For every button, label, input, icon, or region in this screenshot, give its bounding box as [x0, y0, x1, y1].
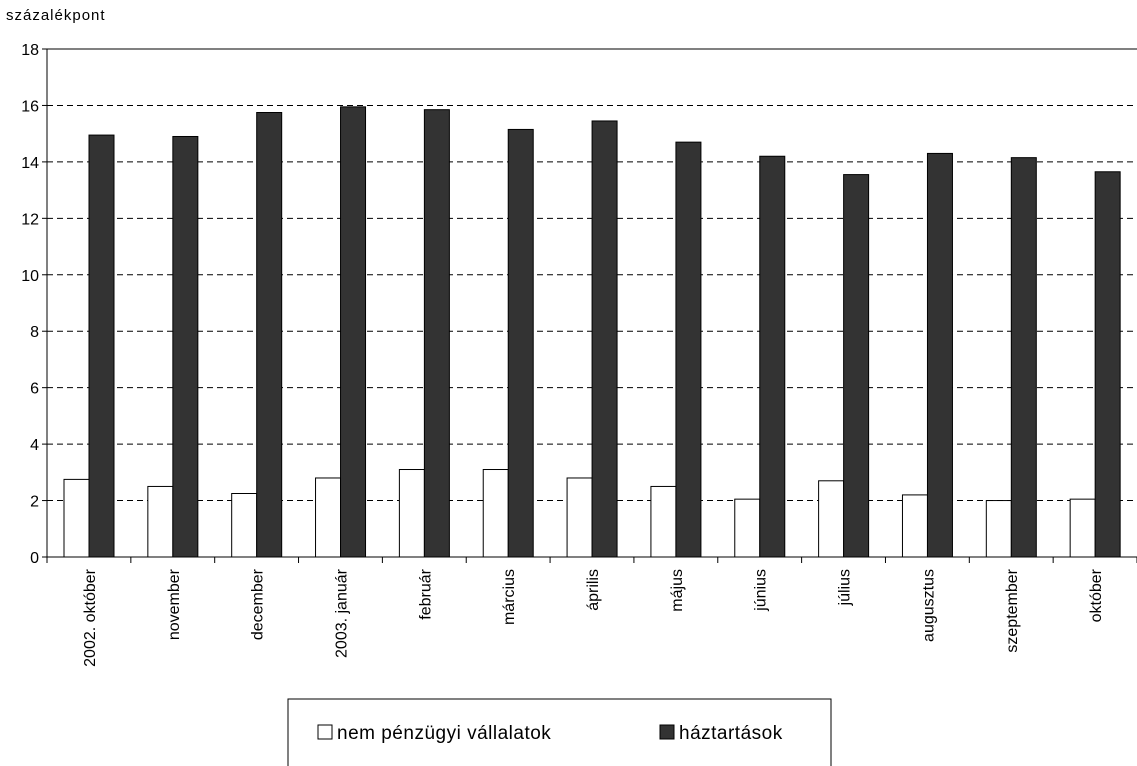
y-tick-label: 16 [21, 98, 39, 115]
bar-haztartasok [256, 112, 283, 558]
y-tick-label: 8 [30, 324, 39, 341]
y-tick-label: 10 [21, 268, 39, 285]
bar-nem-penzugyi-vallalatok [734, 498, 761, 558]
bar-nem-penzugyi-vallalatok [147, 485, 174, 558]
bar-nem-penzugyi-vallalatok [1069, 498, 1096, 558]
legend-label: nem pénzügyi vállalatok [337, 723, 551, 744]
bar-nem-penzugyi-vallalatok [818, 480, 845, 558]
y-axis-ticks: 0 2 4 6 8 10 12 14 16 18 [21, 42, 47, 567]
x-tick-label: február [417, 568, 434, 619]
bar-haztartasok [1010, 157, 1037, 558]
x-axis-ticks: 2002. október november december 2003. januá… [46, 557, 1137, 667]
unit-label: százalékpont [6, 7, 106, 24]
y-tick-label: 14 [21, 155, 39, 172]
x-tick-label: június [753, 569, 770, 612]
bar-nem-penzugyi-vallalatok [231, 493, 258, 558]
bar-nem-penzugyi-vallalatok [398, 469, 425, 558]
bar-nem-penzugyi-vallalatok [985, 500, 1012, 558]
x-tick-label: április [585, 569, 602, 611]
x-tick-label: 2003. január [333, 568, 350, 658]
bar-nem-penzugyi-vallalatok [482, 469, 509, 558]
y-tick-label: 12 [21, 211, 39, 228]
bar-haztartasok [88, 134, 115, 558]
x-tick-label: szeptember [1004, 568, 1021, 652]
bar-haztartasok [172, 135, 199, 558]
x-tick-label: március [501, 569, 518, 625]
bar-haztartasok [675, 141, 702, 558]
axes [42, 49, 1137, 558]
x-tick-label: október [1088, 568, 1105, 622]
x-tick-label: augusztus [920, 569, 937, 642]
bar-nem-penzugyi-vallalatok [315, 477, 342, 558]
x-tick-label: május [669, 569, 686, 612]
bar-haztartasok [759, 155, 786, 558]
bars [63, 106, 1121, 558]
bar-nem-penzugyi-vallalatok [63, 478, 90, 558]
x-tick-label: július [837, 569, 854, 606]
y-tick-label: 4 [30, 437, 39, 454]
y-tick-label: 0 [30, 550, 39, 567]
y-tick-label: 18 [21, 42, 39, 59]
legend-swatch [317, 724, 333, 740]
x-tick-label: 2002. október [82, 568, 99, 667]
bar-haztartasok [340, 106, 367, 558]
bar-haztartasok [1094, 171, 1121, 558]
bar-haztartasok [926, 152, 953, 558]
legend-label: háztartások [679, 723, 783, 744]
bar-haztartasok [843, 174, 870, 558]
bar-haztartasok [507, 128, 534, 558]
bar-nem-penzugyi-vallalatok [901, 494, 928, 558]
bar-nem-penzugyi-vallalatok [650, 485, 677, 558]
legend: nem pénzügyi vállalatok háztartások [287, 698, 832, 766]
x-tick-label: december [250, 568, 267, 640]
bar-haztartasok [591, 120, 618, 558]
legend-box [287, 698, 832, 766]
legend-swatch [659, 724, 675, 740]
y-tick-label: 6 [30, 381, 39, 398]
bar-nem-penzugyi-vallalatok [566, 477, 593, 558]
y-tick-label: 2 [30, 494, 39, 511]
x-tick-label: november [166, 568, 183, 640]
bar-haztartasok [423, 109, 450, 558]
